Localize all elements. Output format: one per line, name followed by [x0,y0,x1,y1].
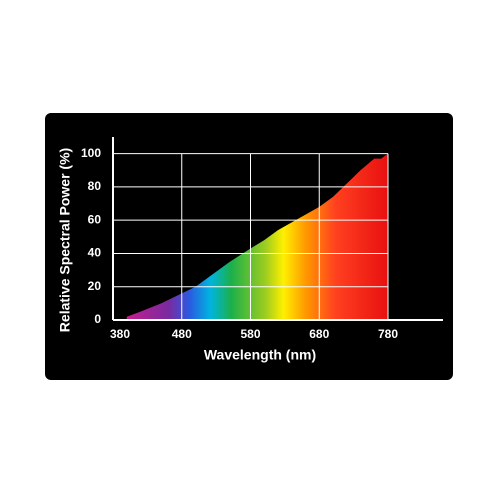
y-tick-label: 20 [88,279,102,293]
y-tick-label: 100 [81,146,101,160]
y-tick-label: 40 [88,246,102,260]
y-axis-title: Relative Spectral Power (%) [57,148,73,332]
x-tick-label: 580 [240,327,260,341]
x-tick-label: 780 [378,327,398,341]
x-tick-label: 680 [309,327,329,341]
y-tick-label: 60 [88,212,102,226]
y-tick-label: 0 [94,312,101,326]
y-tick-label: 80 [88,179,102,193]
x-axis-title: Wavelength (nm) [204,347,316,363]
x-tick-label: 380 [110,327,130,341]
x-tick-label: 480 [172,327,192,341]
spectrum-area [126,153,388,320]
